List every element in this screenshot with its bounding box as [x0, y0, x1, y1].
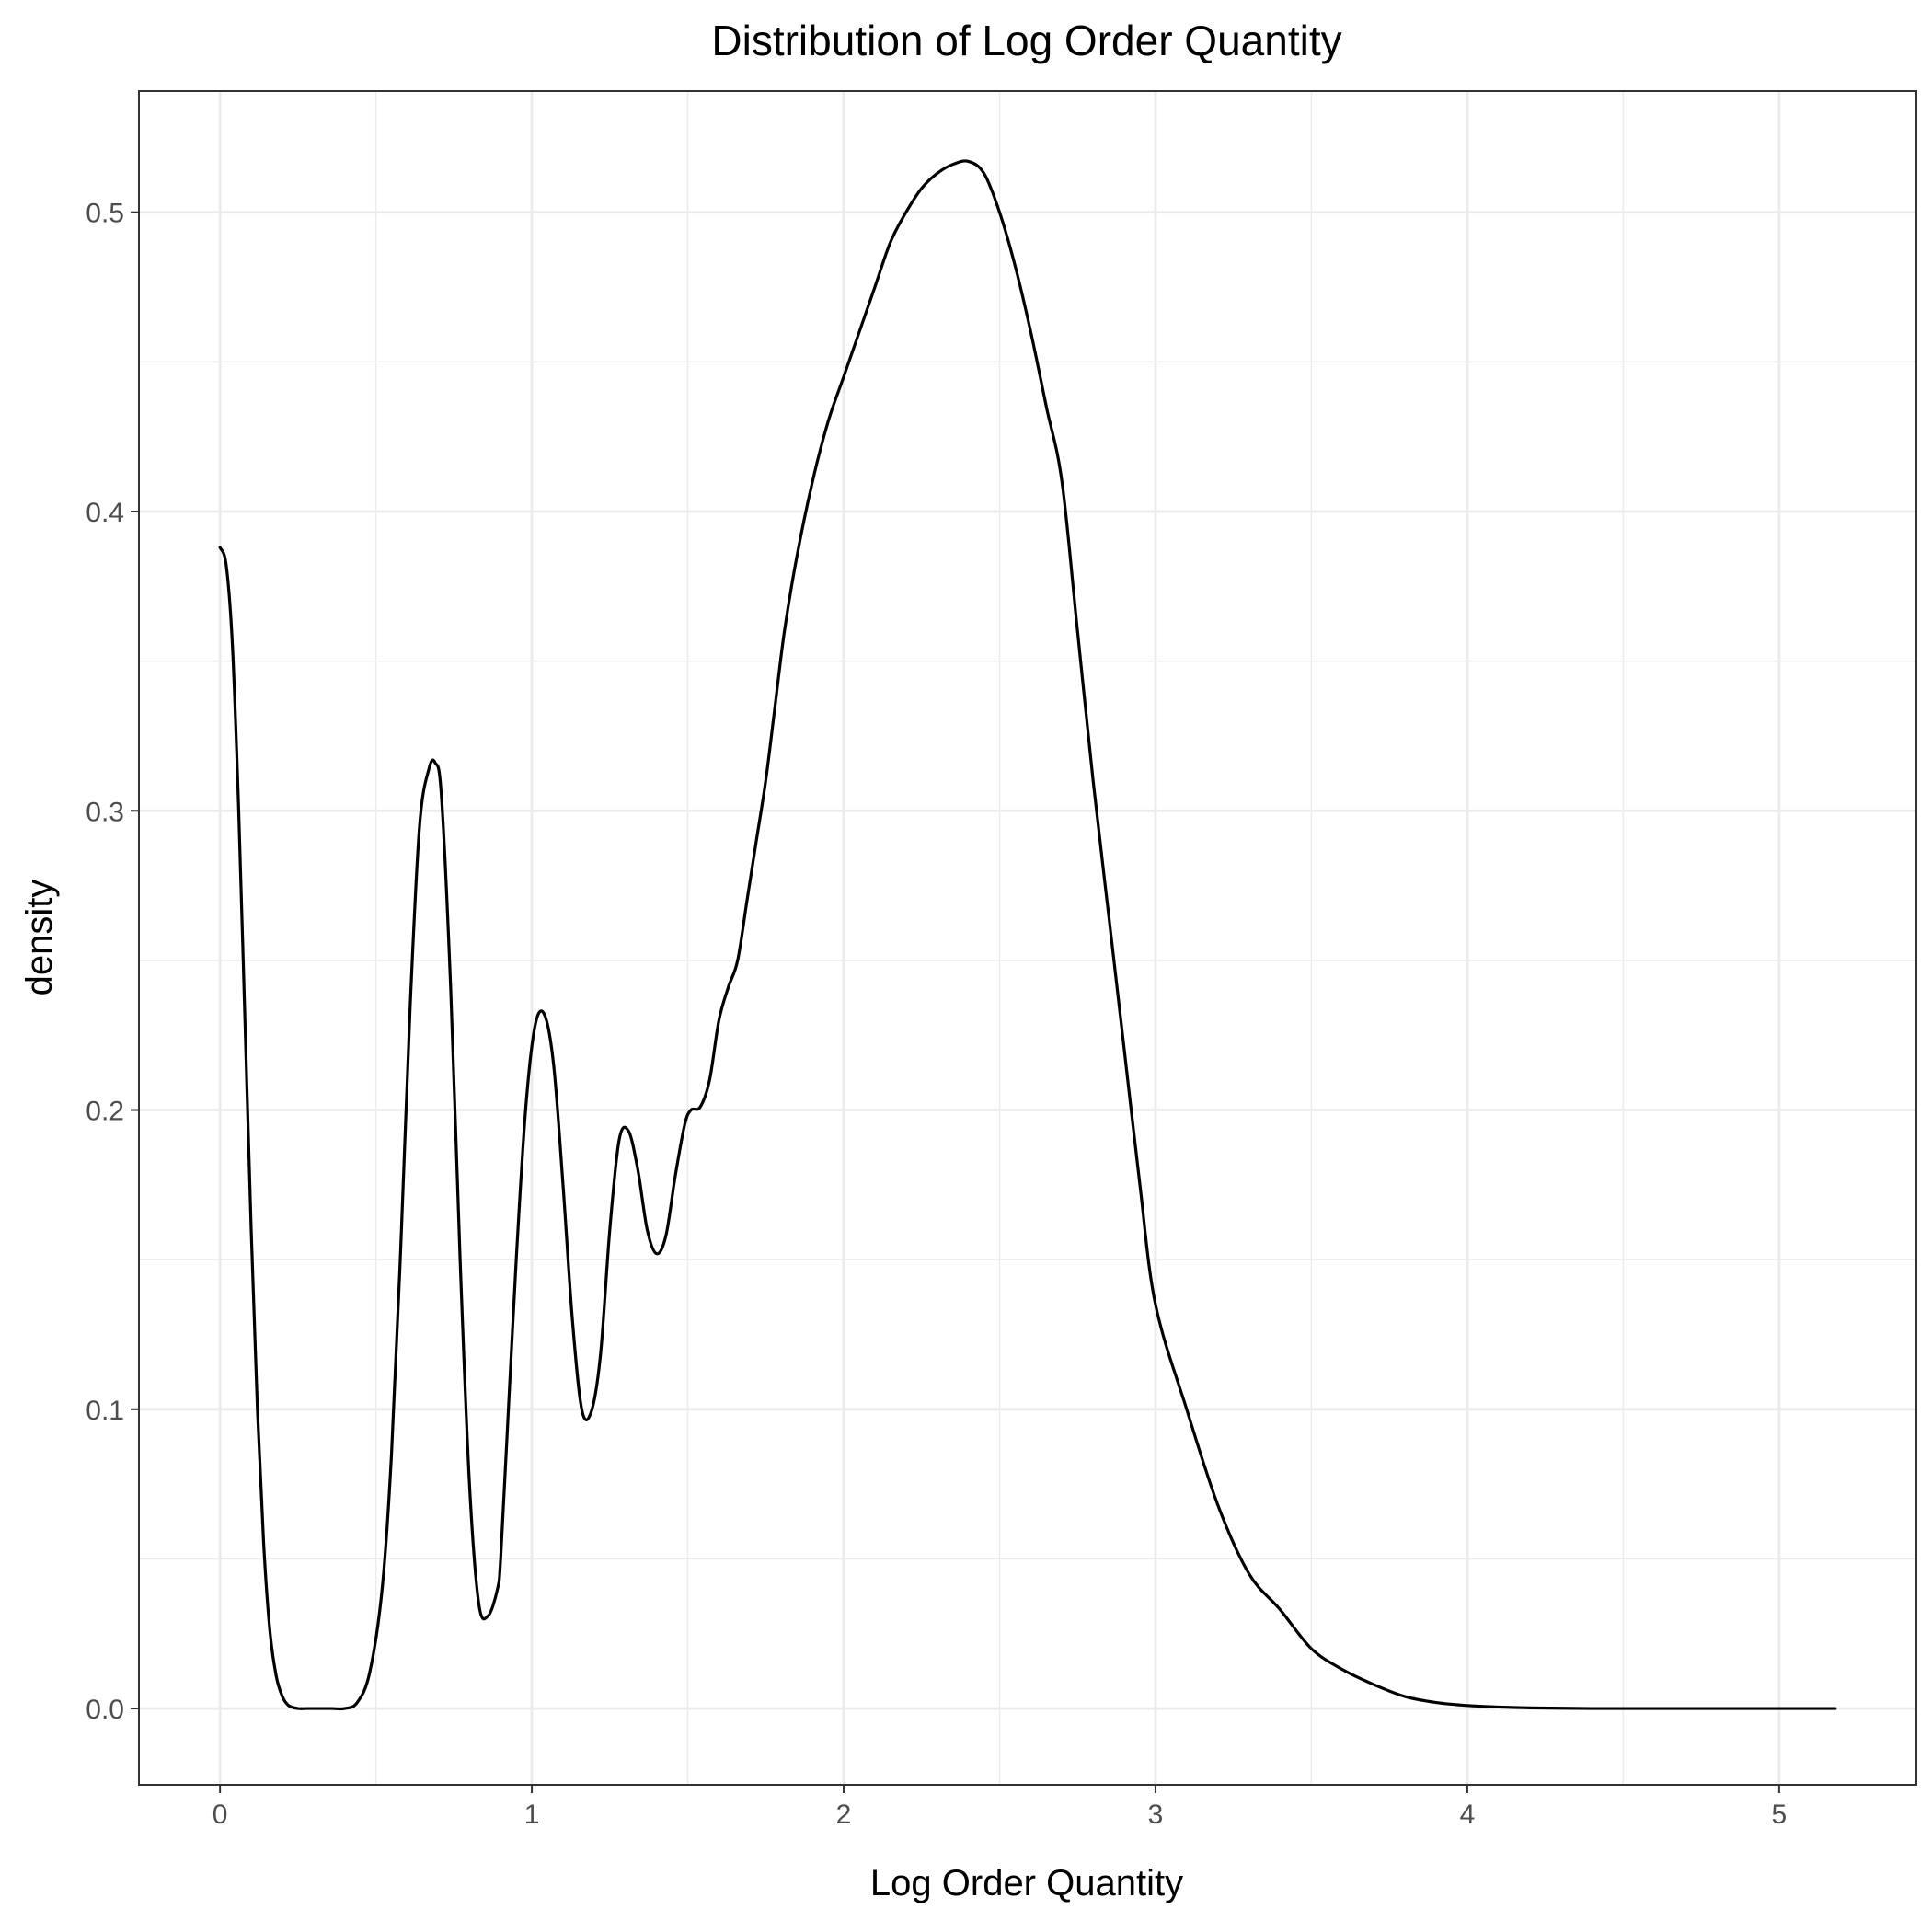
- density-line: [218, 159, 1837, 1711]
- x-tick-label: 1: [524, 1800, 540, 1830]
- x-tick-label: 0: [213, 1800, 228, 1830]
- y-axis: 0.0 0.1 0.2 0.3 0.4 0.5: [86, 199, 139, 1725]
- y-axis-title: density: [19, 880, 60, 996]
- grid-major: [139, 91, 1916, 1785]
- plot-panel-border: [138, 90, 1917, 1786]
- grid-minor: [139, 91, 1916, 1785]
- plot-panel-background: [139, 91, 1916, 1785]
- x-tick-label: 4: [1460, 1800, 1476, 1830]
- y-tick-label: 0.3: [86, 797, 124, 827]
- x-axis-title: Log Order Quantity: [870, 1863, 1183, 1903]
- y-tick-label: 0.4: [86, 498, 124, 528]
- y-tick-label: 0.1: [86, 1396, 124, 1426]
- y-tick-label: 0.2: [86, 1097, 124, 1127]
- x-tick-label: 3: [1148, 1800, 1164, 1830]
- x-tick-label: 5: [1772, 1800, 1788, 1830]
- x-tick-label: 2: [836, 1800, 852, 1830]
- x-axis: 0 1 2 3 4 5: [213, 1785, 1787, 1830]
- y-tick-label: 0.5: [86, 199, 124, 229]
- y-tick-label: 0.0: [86, 1695, 124, 1725]
- chart-title: Distribution of Log Order Quantity: [711, 17, 1341, 64]
